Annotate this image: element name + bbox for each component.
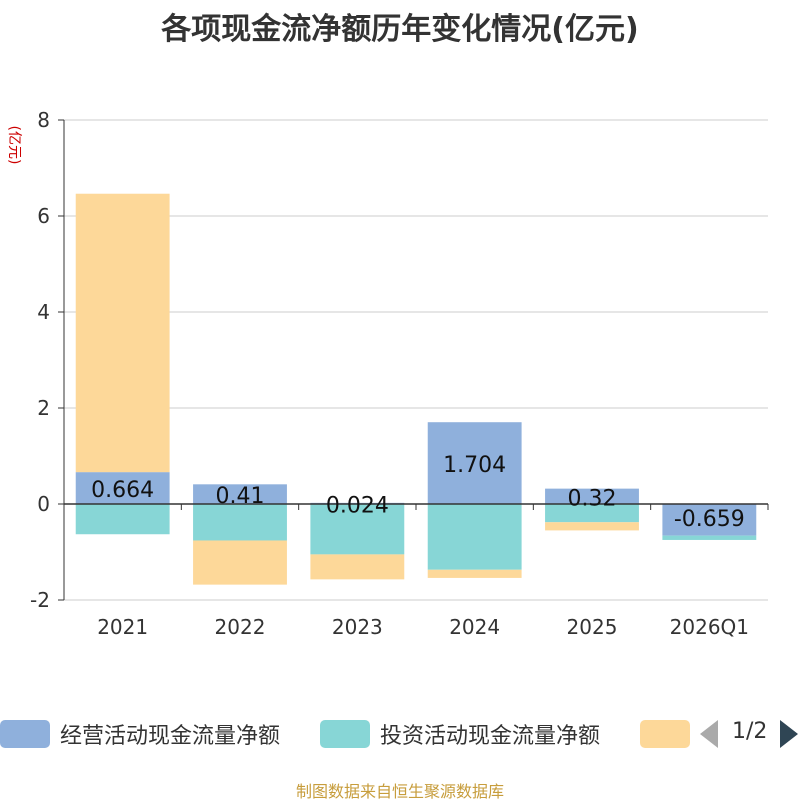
- bar-financing-2024: [427, 569, 522, 578]
- data-label-2024: 1.704: [443, 453, 506, 478]
- legend-pager: 1/2: [700, 716, 800, 752]
- pager-prev-icon[interactable]: [700, 720, 718, 748]
- bar-operating-2024: [427, 422, 522, 504]
- data-label-2025: 0.32: [568, 486, 617, 511]
- x-tick-label: 2026Q1: [670, 615, 749, 639]
- bar-investing-2021: [75, 504, 170, 535]
- legend-swatch-financing: [640, 720, 690, 748]
- y-tick-label: 6: [37, 204, 50, 228]
- bar-investing-2024: [427, 504, 522, 570]
- pager-page-indicator: 1/2: [732, 719, 768, 744]
- x-tick-label: 2025: [567, 615, 618, 639]
- bar-financing-2023: [310, 554, 405, 580]
- data-label-2023: 0.024: [326, 493, 389, 518]
- x-tick-label: 2022: [215, 615, 266, 639]
- data-label-2022: 0.41: [216, 484, 265, 509]
- legend-item-financing[interactable]: [640, 716, 690, 752]
- bar-financing-2021: [75, 193, 170, 473]
- data-label-2021: 0.664: [91, 478, 154, 503]
- bar-investing-2026Q1: [662, 535, 757, 540]
- legend-label-investing: 投资活动现金流量净额: [380, 724, 601, 749]
- legend-swatch-operating: [0, 720, 50, 748]
- bar-investing-2025: [545, 504, 639, 523]
- bar-operating-2022: [193, 484, 287, 504]
- bar-investing-2023: [310, 504, 405, 555]
- y-tick-label: 4: [37, 300, 50, 324]
- bar-operating-2021: [75, 472, 170, 504]
- bar-investing-2022: [193, 504, 287, 541]
- chart-title: 各项现金流净额历年变化情况(亿元): [161, 12, 639, 47]
- legend-swatch-investing: [320, 720, 370, 748]
- y-tick-label: -2: [30, 588, 50, 612]
- bar-financing-2022: [193, 540, 287, 585]
- x-tick-label: 2021: [97, 615, 148, 639]
- legend-item-investing[interactable]: 投资活动现金流量净额: [320, 716, 600, 752]
- y-axis-label: (亿元): [6, 126, 22, 165]
- x-tick-label: 2023: [332, 615, 383, 639]
- data-label-2026Q1: -0.659: [674, 507, 745, 532]
- source-note: 制图数据来自恒生聚源数据库: [295, 782, 504, 801]
- y-tick-label: 0: [37, 492, 50, 516]
- y-tick-label: 8: [37, 108, 50, 132]
- legend-label-operating: 经营活动现金流量净额: [60, 724, 281, 749]
- y-tick-label: 2: [37, 396, 50, 420]
- legend-item-operating[interactable]: 经营活动现金流量净额: [0, 716, 280, 752]
- bar-financing-2025: [545, 522, 639, 531]
- x-tick-label: 2024: [449, 615, 500, 639]
- pager-next-icon[interactable]: [780, 720, 798, 748]
- bar-operating-2026Q1: [662, 504, 757, 536]
- bar-operating-2025: [545, 488, 639, 504]
- legend: 经营活动现金流量净额 投资活动现金流量净额: [0, 716, 800, 752]
